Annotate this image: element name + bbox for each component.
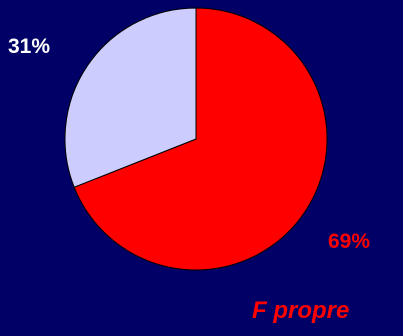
slice-label-31: 31% [8, 35, 51, 58]
pie-slices [64, 7, 328, 271]
pie-slice-69 [73, 7, 328, 271]
slice-label-69: 69% [328, 230, 371, 253]
pie-slice-31 [64, 7, 197, 188]
chart-caption: F propre [252, 297, 350, 324]
